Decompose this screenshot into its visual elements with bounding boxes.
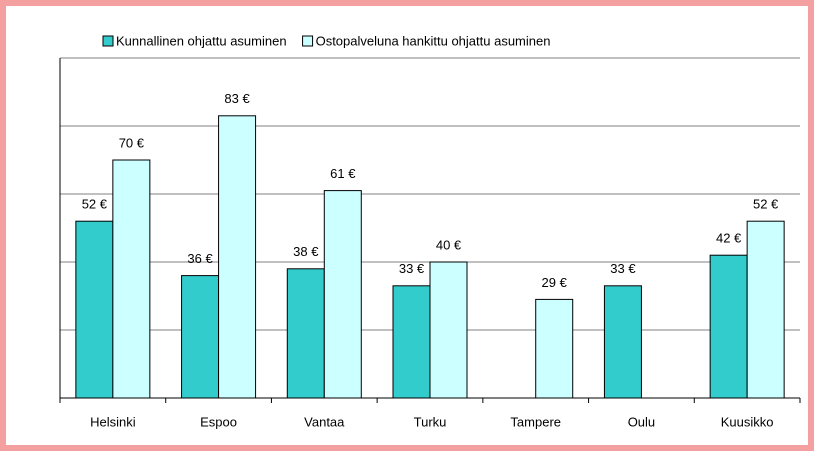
x-tick-label: Helsinki	[90, 414, 136, 429]
legend-swatch	[102, 35, 114, 47]
x-tick-label: Tampere	[510, 414, 561, 429]
legend-label: Kunnallinen ohjattu asuminen	[116, 33, 287, 48]
x-tick-label: Kuusikko	[721, 414, 774, 429]
bar	[75, 220, 114, 399]
data-label: 70 €	[119, 135, 145, 150]
bar	[392, 285, 431, 399]
data-label: 40 €	[436, 237, 462, 252]
bar	[286, 268, 325, 399]
bar	[323, 190, 362, 399]
legend-label: Ostopalveluna hankittu ohjattu asuminen	[316, 33, 551, 48]
bar	[709, 254, 748, 399]
x-tick-label: Oulu	[628, 414, 655, 429]
data-label: 33 €	[399, 261, 425, 276]
data-label: 29 €	[542, 275, 568, 290]
bar	[746, 220, 785, 399]
data-label: 61 €	[330, 166, 356, 181]
bar	[112, 159, 151, 399]
bar	[218, 115, 257, 399]
x-tick-label: Turku	[414, 414, 447, 429]
data-label: 33 €	[610, 261, 636, 276]
bar	[181, 275, 220, 399]
data-label: 52 €	[753, 197, 779, 212]
data-label: 52 €	[82, 197, 108, 212]
x-tick-label: Vantaa	[304, 414, 345, 429]
data-label: 36 €	[187, 251, 213, 266]
x-tick-label: Espoo	[200, 414, 237, 429]
bar	[603, 285, 642, 399]
legend-swatch	[302, 35, 314, 47]
data-label: 42 €	[716, 231, 742, 246]
bar	[535, 298, 574, 399]
data-label: 83 €	[224, 91, 250, 106]
data-label: 38 €	[293, 244, 319, 259]
bar	[429, 261, 468, 399]
